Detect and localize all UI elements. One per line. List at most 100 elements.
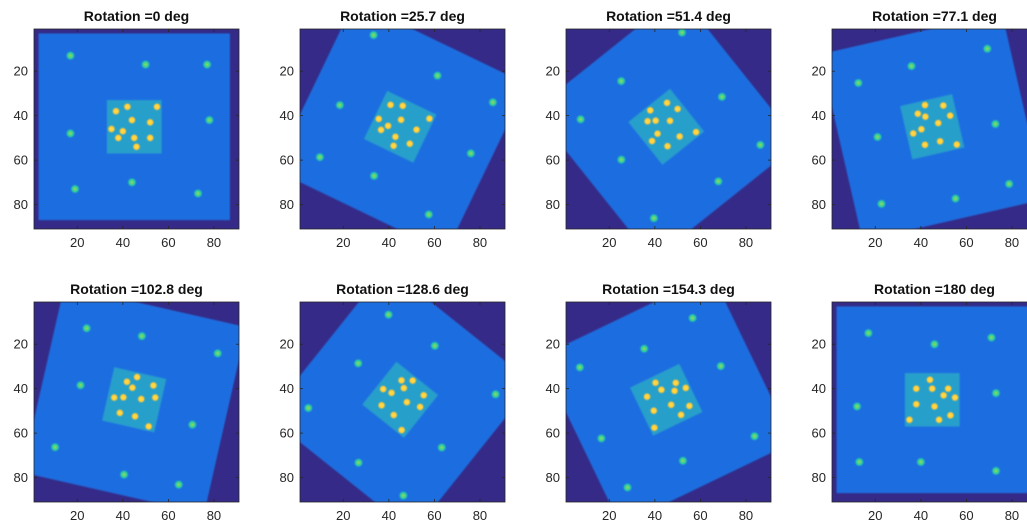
inner-dot [145, 117, 155, 128]
outer-dot [201, 59, 213, 71]
outer-dot [314, 151, 326, 163]
inner-dot [390, 132, 401, 142]
outer-dot [676, 29, 688, 39]
inner-dot [935, 136, 945, 147]
inner-dot [106, 124, 117, 134]
inner-dot [945, 410, 956, 421]
y-tick-label: 60 [812, 153, 826, 168]
x-tick-label: 60 [959, 235, 973, 250]
outer-dot [862, 327, 874, 339]
subplot-title: Rotation =77.1 deg [872, 8, 997, 24]
y-tick-label: 60 [14, 153, 28, 168]
outer-dot [915, 456, 927, 468]
y-tick-label: 40 [546, 108, 560, 123]
outer-dot [368, 170, 380, 182]
x-tick-label: 80 [207, 508, 221, 523]
x-tick-label: 60 [161, 508, 175, 523]
x-tick-label: 20 [336, 508, 350, 523]
axes-box [831, 301, 1027, 503]
y-tick-label: 40 [14, 108, 28, 123]
inner-square [364, 90, 437, 163]
heatmap-image [566, 302, 771, 502]
y-tick-label: 40 [812, 108, 826, 123]
inner-square [362, 361, 439, 438]
outer-dot [989, 118, 1001, 130]
y-tick-label: 60 [546, 426, 560, 441]
inner-dot [130, 411, 140, 422]
outer-dot [615, 75, 627, 87]
outer-dot [368, 29, 380, 41]
outer-dot [687, 312, 699, 324]
inner-dot [647, 136, 657, 146]
y-tick-label: 80 [546, 470, 560, 485]
inner-dot [373, 114, 384, 124]
outer-dot [929, 338, 940, 350]
outer-dot [490, 388, 502, 400]
inner-dot [929, 401, 940, 412]
outer-dot [429, 340, 441, 352]
outer-dot [853, 456, 865, 468]
x-tick-label: 80 [473, 508, 487, 523]
inner-dot [645, 105, 656, 116]
outer-dot [872, 131, 884, 143]
inner-dot [670, 378, 681, 388]
x-tick-label: 80 [739, 235, 753, 250]
inner-dot [662, 141, 673, 151]
inner-dot [945, 110, 955, 121]
inner-dot [118, 392, 129, 403]
outer-dot [638, 343, 650, 355]
y-tick-label: 80 [14, 470, 28, 485]
outer-dot [436, 442, 448, 453]
x-tick-label: 40 [116, 235, 130, 250]
rotated-plate [300, 29, 505, 229]
heatmap-image [832, 29, 1027, 229]
outer-dot [574, 361, 586, 373]
subplot-2: 20 40 60 80 20 40 60 80 Rotation =25.7 deg [280, 8, 506, 250]
inner-dot [938, 100, 949, 111]
outer-dot [876, 198, 887, 210]
inner-dot [648, 405, 659, 416]
inner-dot [122, 101, 133, 112]
inner-dot [131, 141, 142, 152]
inner-dot [404, 138, 415, 149]
inner-dot [642, 391, 652, 402]
outer-dot [49, 441, 61, 453]
inner-dot [402, 397, 412, 407]
inner-dot [111, 106, 121, 117]
rotated-plate [836, 306, 1027, 494]
x-tick-label: 20 [868, 508, 882, 523]
subplot-7: 20 40 60 80 20 40 60 80 Rotation =154.3 deg [546, 281, 772, 523]
x-tick-label: 20 [602, 235, 616, 250]
rotated-plate [566, 302, 771, 502]
subplot-title: Rotation =154.3 deg [602, 281, 735, 297]
inner-dot [136, 394, 147, 404]
subplot-title: Rotation =128.6 deg [336, 281, 469, 297]
inner-dot [938, 390, 949, 401]
y-tick-label: 60 [546, 153, 560, 168]
x-tick-label: 60 [427, 508, 441, 523]
inner-dot [145, 133, 155, 143]
axes-box [33, 301, 240, 503]
outer-dot [715, 360, 727, 372]
inner-dot [115, 408, 125, 418]
x-tick-label: 20 [868, 235, 882, 250]
x-tick-label: 80 [1005, 235, 1019, 250]
outer-dot [334, 99, 346, 111]
inner-dot [650, 115, 661, 126]
inner-dot [113, 133, 124, 143]
outer-dot [622, 481, 633, 493]
outer-dot [75, 379, 87, 391]
x-tick-label: 40 [914, 235, 928, 250]
inner-dot [396, 375, 407, 386]
outer-dot [575, 113, 587, 125]
inner-dot [662, 98, 672, 108]
x-tick-label: 80 [207, 235, 221, 250]
inner-dot [411, 124, 422, 135]
x-tick-label: 20 [602, 508, 616, 523]
inner-dot [920, 111, 931, 122]
inner-dot [911, 399, 922, 410]
inner-dot [122, 376, 132, 387]
outer-dot [749, 430, 760, 442]
inner-dot [132, 372, 142, 382]
heatmap-image [300, 302, 505, 502]
